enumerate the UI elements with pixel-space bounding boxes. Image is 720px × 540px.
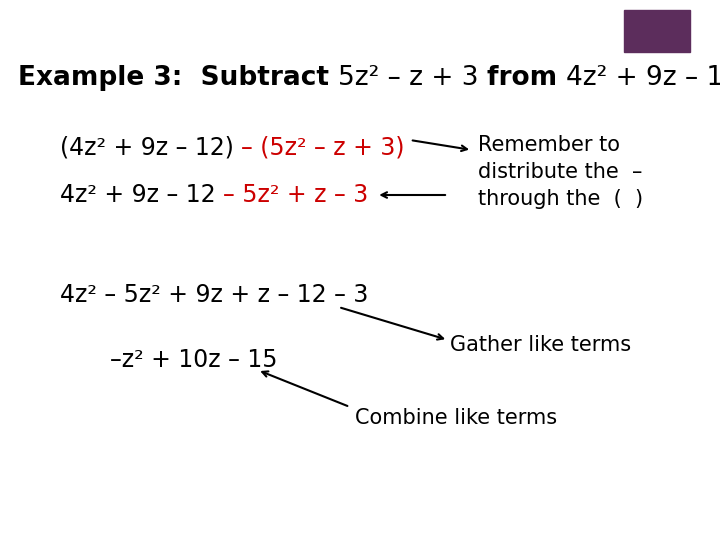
- Text: Remember to: Remember to: [478, 135, 620, 155]
- Bar: [624, 10, 690, 52]
- Text: distribute the  –: distribute the –: [478, 162, 642, 182]
- Text: 4z² + 9z – 12: 4z² + 9z – 12: [566, 65, 720, 91]
- Text: – 5z² + z – 3: – 5z² + z – 3: [223, 183, 369, 207]
- Text: Example 3:  Subtract: Example 3: Subtract: [18, 65, 338, 91]
- Text: –z² + 10z – 15: –z² + 10z – 15: [110, 348, 277, 372]
- Text: from: from: [487, 65, 566, 91]
- Text: Gather like terms: Gather like terms: [450, 335, 631, 355]
- Text: – (5z² – z + 3): – (5z² – z + 3): [241, 136, 405, 160]
- Text: 4z² – 5z² + 9z + z – 12 – 3: 4z² – 5z² + 9z + z – 12 – 3: [60, 283, 369, 307]
- Text: 4z² + 9z – 12: 4z² + 9z – 12: [60, 183, 223, 207]
- Text: (4z² + 9z – 12): (4z² + 9z – 12): [60, 136, 241, 160]
- Text: 5z² – z + 3: 5z² – z + 3: [338, 65, 487, 91]
- Text: Combine like terms: Combine like terms: [355, 408, 557, 428]
- Text: through the  (  ): through the ( ): [478, 189, 643, 209]
